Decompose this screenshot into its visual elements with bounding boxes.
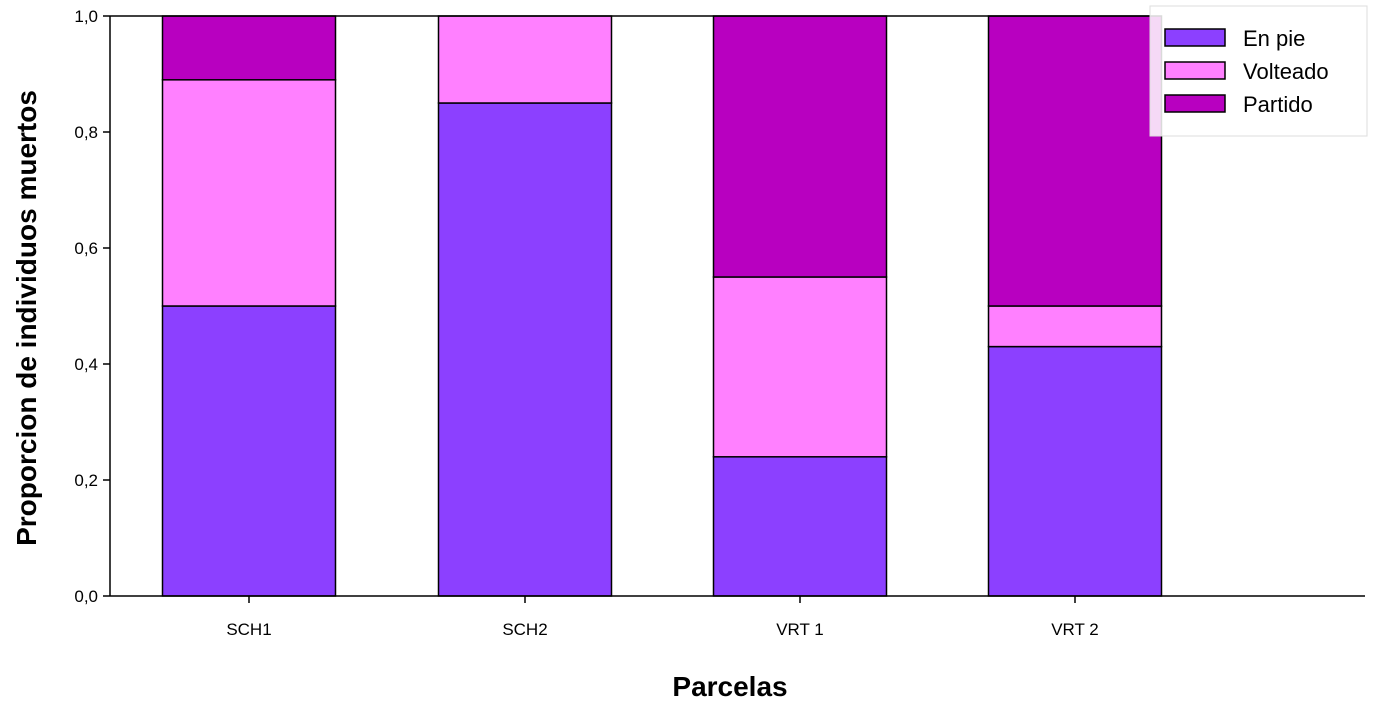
bar-segment-vrt2-volteado (987, 305, 1163, 348)
axes-layer: 0,0 0,2 0,4 0,6 0,8 1,0 SCH1 SCH2 VRT 1 VRT 2 (74, 7, 1365, 639)
legend-swatch-en-pie (1164, 28, 1226, 47)
legend: En pie Volteado Partido (1149, 5, 1368, 137)
x-axis-title: Parcelas (672, 671, 787, 702)
bar-segment-sch1-volteado (161, 79, 337, 307)
bar-segment-sch1-en-pie (161, 305, 337, 597)
bar-segment-vrt2-en-pie (987, 345, 1163, 597)
bar-segment-vrt1-volteado (712, 276, 888, 458)
bar-segment-sch2-en-pie (437, 102, 613, 597)
y-axis-title: Proporcion de individuos muertos (11, 90, 42, 546)
x-tick-label: SCH2 (502, 620, 547, 639)
x-tick-label: VRT 1 (776, 620, 824, 639)
y-tick-label: 0,8 (74, 123, 98, 142)
bar-segment-vrt1-partido (712, 15, 888, 278)
legend-label-volteado: Volteado (1243, 59, 1329, 84)
x-tick-label: SCH1 (226, 620, 271, 639)
y-tick-label: 1,0 (74, 7, 98, 26)
y-tick-label: 0,6 (74, 239, 98, 258)
legend-swatch-volteado (1164, 61, 1226, 80)
bar-segment-sch1-partido (161, 15, 337, 81)
bar-segment-vrt2-partido (987, 15, 1163, 307)
legend-swatch-partido (1164, 94, 1226, 113)
y-tick-label: 0,4 (74, 355, 98, 374)
x-tick-label: VRT 2 (1051, 620, 1099, 639)
bars-layer (161, 15, 1163, 597)
y-tick-label: 0,0 (74, 587, 98, 606)
legend-label-en-pie: En pie (1243, 26, 1305, 51)
bar-segment-vrt1-en-pie (712, 456, 888, 597)
y-tick-label: 0,2 (74, 471, 98, 490)
bar-segment-sch2-volteado (437, 15, 613, 104)
legend-label-partido: Partido (1243, 92, 1313, 117)
